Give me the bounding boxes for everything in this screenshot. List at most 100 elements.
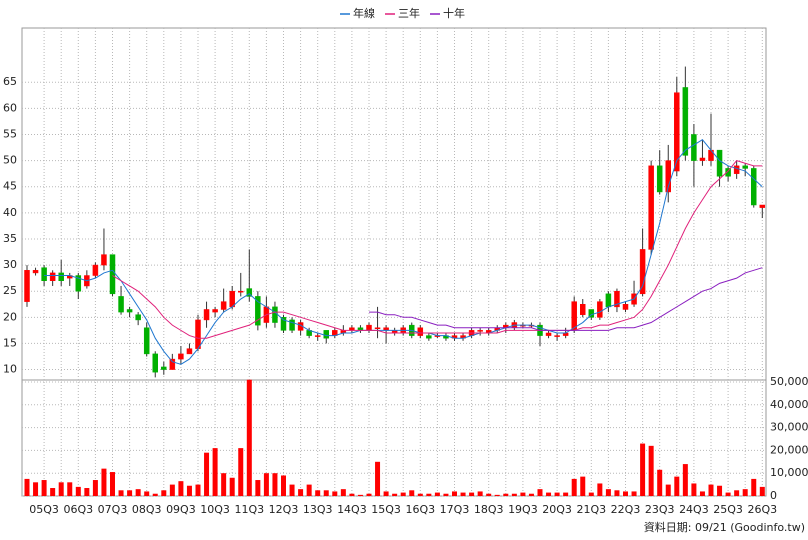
volume-bar bbox=[443, 493, 449, 496]
volume-bar bbox=[759, 486, 765, 496]
volume-bar bbox=[349, 493, 355, 496]
volume-bar bbox=[118, 490, 124, 496]
candle-body bbox=[682, 87, 689, 156]
volume-bar bbox=[725, 492, 731, 496]
candle-body bbox=[648, 165, 654, 250]
x-tick-label: 22Q3 bbox=[611, 503, 641, 516]
volume-bar bbox=[699, 491, 705, 496]
volume-bar bbox=[135, 489, 141, 496]
volume-bar bbox=[221, 473, 227, 496]
volume-bar bbox=[734, 490, 740, 496]
candle-body bbox=[614, 290, 620, 308]
candle-body bbox=[545, 332, 552, 336]
y-tick-label: 10,000 bbox=[770, 466, 808, 479]
candle-body bbox=[622, 304, 629, 310]
x-tick-label: 05Q3 bbox=[29, 503, 59, 516]
x-tick-label: 23Q3 bbox=[645, 503, 675, 516]
volume-bar bbox=[50, 488, 56, 496]
candle-body bbox=[220, 301, 227, 310]
volume-bar bbox=[546, 492, 552, 496]
candle-body bbox=[246, 288, 253, 297]
volume-bar bbox=[332, 491, 338, 496]
volume-bar bbox=[186, 485, 192, 496]
x-tick-label: 07Q3 bbox=[98, 503, 128, 516]
volume-bar bbox=[469, 492, 475, 496]
volume-bar bbox=[605, 489, 611, 496]
candle-body bbox=[109, 254, 116, 295]
volume-bar bbox=[178, 481, 184, 496]
volume-bar bbox=[161, 490, 167, 496]
volume-bar bbox=[400, 492, 406, 496]
volume-bar bbox=[24, 478, 30, 496]
volume-bar bbox=[486, 493, 492, 496]
candle-body bbox=[152, 353, 158, 373]
volume-bar bbox=[110, 472, 115, 496]
candle-body bbox=[255, 296, 261, 326]
x-tick-label: 06Q3 bbox=[63, 503, 93, 516]
volume-bar bbox=[383, 491, 389, 496]
x-tick-label: 25Q3 bbox=[713, 503, 743, 516]
candle-body bbox=[674, 92, 680, 172]
candle-body bbox=[126, 309, 133, 313]
y-tick-label: 55 bbox=[3, 127, 17, 140]
candle-body bbox=[41, 267, 47, 281]
candle-body bbox=[751, 168, 757, 206]
candle-body bbox=[289, 319, 295, 331]
y-tick-label: 65 bbox=[3, 75, 17, 88]
candle-body bbox=[135, 314, 141, 321]
volume-bar bbox=[41, 480, 47, 496]
x-tick-label: 20Q3 bbox=[542, 503, 572, 516]
y-tick-label: 45 bbox=[3, 180, 17, 193]
candle-body bbox=[49, 272, 56, 281]
x-tick-label: 24Q3 bbox=[679, 503, 709, 516]
candle-body bbox=[665, 160, 671, 193]
volume-bar bbox=[169, 484, 175, 496]
x-tick-label: 19Q3 bbox=[508, 503, 538, 516]
y-tick-label: 15 bbox=[3, 336, 17, 349]
candle-body bbox=[571, 301, 577, 331]
plot-frame bbox=[21, 27, 767, 497]
volume-bar bbox=[409, 490, 415, 496]
ma-line bbox=[112, 160, 763, 339]
volume-bar bbox=[315, 490, 321, 496]
volume-bar bbox=[554, 492, 560, 496]
candle-body bbox=[374, 327, 381, 330]
volume-bar bbox=[195, 484, 201, 496]
volume-bar bbox=[238, 448, 244, 496]
volume-bar bbox=[101, 468, 107, 496]
x-tick-label: 15Q3 bbox=[371, 503, 401, 516]
y-tick-label: 35 bbox=[3, 232, 17, 245]
volume-bar bbox=[648, 445, 654, 496]
volume-bar bbox=[426, 493, 432, 496]
volume-bar bbox=[272, 473, 278, 496]
volume-bar bbox=[127, 490, 133, 496]
volume-bar bbox=[340, 489, 346, 496]
volume-bar bbox=[212, 448, 218, 496]
volume-bar bbox=[511, 493, 517, 496]
candle-body bbox=[203, 309, 210, 321]
volume-bar bbox=[152, 493, 158, 496]
candle-body bbox=[759, 204, 766, 208]
candle-body bbox=[716, 149, 723, 177]
volume-bar bbox=[631, 491, 637, 496]
volume-bar bbox=[281, 475, 286, 496]
volume-bar bbox=[665, 484, 671, 496]
volume-bar bbox=[614, 490, 620, 496]
legend-label: 十年 bbox=[443, 6, 465, 20]
candle-body bbox=[75, 275, 82, 292]
ma-line bbox=[369, 267, 763, 331]
volume-bar bbox=[375, 461, 381, 496]
x-tick-label: 21Q3 bbox=[576, 503, 606, 516]
candle-body bbox=[742, 165, 748, 169]
volume-bar bbox=[298, 489, 304, 496]
volume-bar bbox=[691, 483, 697, 496]
volume-bar bbox=[357, 494, 363, 496]
candle-body bbox=[143, 327, 150, 355]
candle-body bbox=[58, 272, 64, 281]
y-tick-label: 40,000 bbox=[770, 398, 808, 411]
y-tick-label: 10 bbox=[3, 363, 17, 376]
y-tick-label: 50 bbox=[3, 154, 17, 167]
volume-bar bbox=[657, 469, 663, 496]
y-tick-label: 30,000 bbox=[770, 421, 808, 434]
x-tick-label: 13Q3 bbox=[303, 503, 333, 516]
